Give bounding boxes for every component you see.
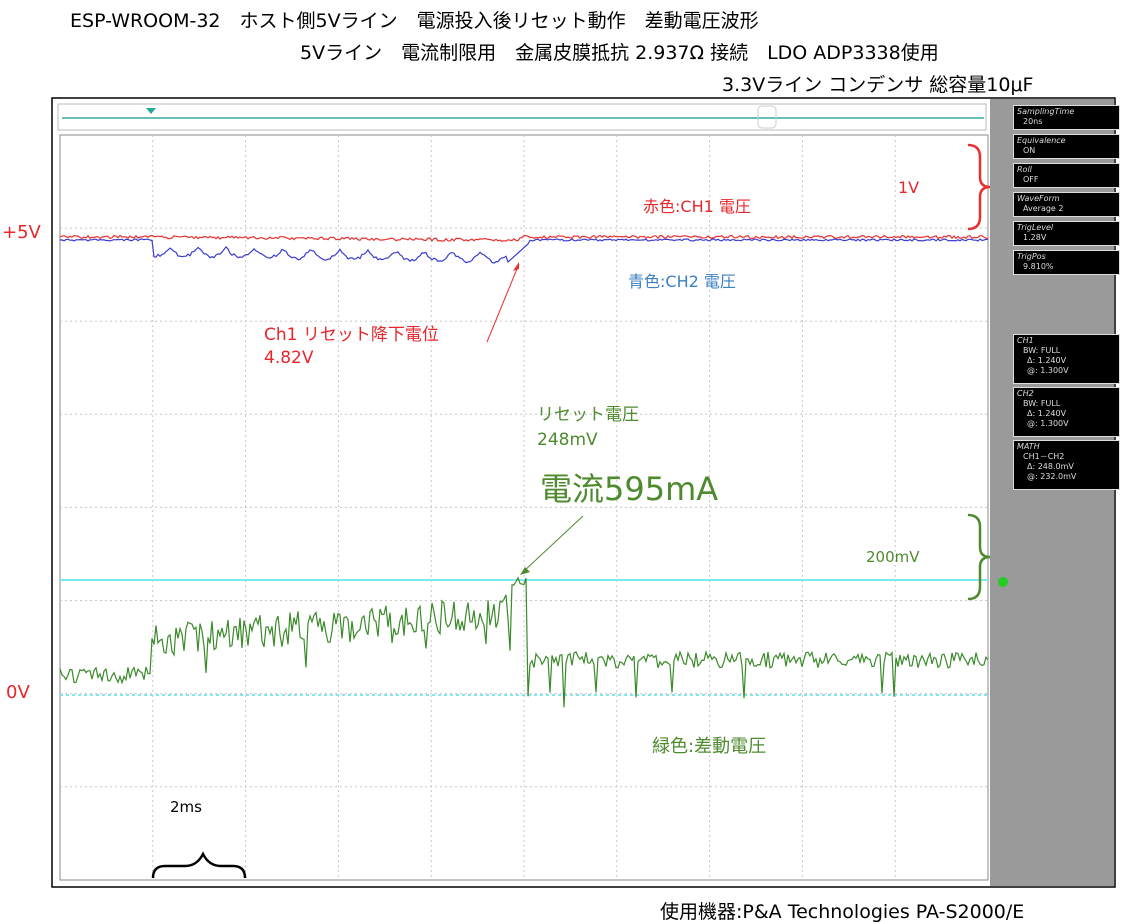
panel-value: @: 232.0mV bbox=[1027, 472, 1077, 481]
panel-label: CH2 bbox=[1017, 389, 1034, 398]
footer: 使用機器:P&A Technologies PA-S2000/E bbox=[660, 901, 1025, 923]
panel-value: @: 1.300V bbox=[1027, 419, 1069, 428]
panel-value: BW: FULL bbox=[1023, 346, 1061, 355]
panel-label: Equivalence bbox=[1017, 136, 1066, 145]
panel-box: CH1 BW: FULL Δ: 1.240V @: 1.300V bbox=[1013, 334, 1120, 384]
annotation: 電流595mA bbox=[540, 470, 719, 508]
panel-label: TrigPos bbox=[1017, 252, 1046, 261]
legend: 緑色:差動電圧 bbox=[652, 736, 767, 757]
title-line: ESP-WROOM-32 ホスト側5Vライン 電源投入後リセット動作 差動電圧波… bbox=[70, 10, 759, 32]
panel-box: MATH CH1－CH2 Δ: 248.0mV @: 232.0mV bbox=[1013, 440, 1120, 490]
panel-label: WaveForm bbox=[1017, 194, 1060, 203]
panel-value: 1.28V bbox=[1023, 233, 1047, 242]
annotation: リセット電圧 bbox=[537, 405, 639, 425]
title-line: 5Vライン 電流制限用 金属皮膜抵抗 2.937Ω 接続 LDO ADP3338… bbox=[300, 42, 939, 64]
legend: 赤色:CH1 電圧 bbox=[643, 197, 751, 216]
panel-box: TrigLevel 1.28V bbox=[1013, 221, 1120, 246]
panel-value: Average 2 bbox=[1023, 204, 1064, 213]
title-line: 3.3Vライン コンデンサ 総容量10μF bbox=[722, 74, 1034, 96]
panel-value: Δ: 1.240V bbox=[1027, 356, 1067, 365]
annotation: 248mV bbox=[537, 430, 598, 450]
panel-value: CH1－CH2 bbox=[1023, 452, 1065, 461]
panel-value: @: 1.300V bbox=[1027, 366, 1069, 375]
panel-value: Δ: 248.0mV bbox=[1027, 462, 1074, 471]
legend: 青色:CH2 電圧 bbox=[628, 272, 736, 291]
annotation: 4.82V bbox=[264, 348, 314, 368]
panel-box: Roll OFF bbox=[1013, 163, 1120, 188]
scale-label: 200mV bbox=[866, 548, 920, 566]
panel-box: WaveForm Average 2 bbox=[1013, 192, 1120, 217]
panel-value: OFF bbox=[1023, 175, 1039, 184]
panel-value: BW: FULL bbox=[1023, 399, 1061, 408]
panel-value: 9.810% bbox=[1023, 262, 1054, 271]
panel-box: Equivalence ON bbox=[1013, 134, 1120, 159]
panel-label: TrigLevel bbox=[1017, 223, 1054, 232]
panel-label: SamplingTime bbox=[1017, 107, 1075, 116]
panel-value: Δ: 1.240V bbox=[1027, 409, 1067, 418]
time-label: 2ms bbox=[170, 798, 202, 816]
scale-label: 1V bbox=[898, 178, 920, 197]
panel-label: Roll bbox=[1017, 165, 1032, 174]
panel-label: CH1 bbox=[1017, 336, 1034, 345]
annotation: Ch1 リセット降下電位 bbox=[264, 325, 439, 345]
panel-box: SamplingTime 20ns bbox=[1013, 105, 1120, 130]
panel-box: TrigPos 9.810% bbox=[1013, 250, 1120, 275]
level-label: +5V bbox=[2, 222, 41, 243]
panel-value: ON bbox=[1023, 146, 1036, 155]
level-label: 0V bbox=[6, 682, 30, 703]
panel-value: 20ns bbox=[1023, 117, 1043, 126]
panel-box: CH2 BW: FULL Δ: 1.240V @: 1.300V bbox=[1013, 387, 1120, 437]
panel-label: MATH bbox=[1017, 442, 1040, 451]
